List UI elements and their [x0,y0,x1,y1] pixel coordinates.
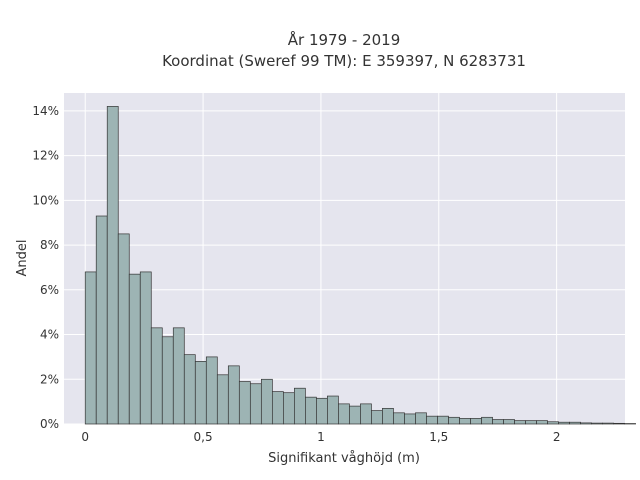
y-axis-ticks: 0% 2% 4% 6% 8% 10% 12% 14% [32,104,59,431]
x-tick-label-2: 1 [317,430,325,444]
y-tick-label-1: 2% [40,372,59,386]
y-tick-label-7: 14% [32,104,59,118]
histogram-bar-39 [514,420,526,425]
histogram-bar-44 [569,421,581,425]
histogram-bar-46 [591,422,603,425]
chart-title-line-2: Koordinat (Sweref 99 TM): E 359397, N 62… [162,52,526,70]
histogram-bar-13 [227,365,240,425]
histogram-bar-27 [382,407,394,425]
histogram-bar-7 [161,336,174,425]
histogram-bar-33 [448,416,460,425]
histogram-bar-0 [84,271,97,425]
histogram-bar-47 [602,422,614,425]
histogram-bar-9 [183,354,196,425]
histogram-bar-28 [393,412,405,425]
histogram-bar-45 [580,422,592,425]
histogram-bar-6 [150,327,163,425]
histogram-bar-10 [194,361,207,425]
histogram-bar-37 [492,419,504,425]
histogram-bar-15 [249,383,262,425]
histogram-bar-2 [106,106,119,425]
histogram-bar-18 [283,392,295,425]
histogram-bar-17 [271,391,284,425]
histogram-bar-3 [117,233,130,425]
histogram-bar-41 [536,420,548,425]
histogram-bar-21 [316,397,328,425]
x-axis-ticks: 0 0,5 1 1,5 2 [81,430,560,444]
x-tick-label-3: 1,5 [429,430,448,444]
histogram-bar-35 [470,418,482,425]
y-tick-label-3: 6% [40,283,59,297]
y-tick-label-5: 10% [32,193,59,207]
x-tick-label-4: 2 [553,430,561,444]
histogram-bar-24 [349,405,361,425]
histogram-bar-48 [613,422,625,425]
y-tick-label-6: 12% [32,149,59,163]
histogram-bar-22 [327,395,339,425]
histogram-bar-20 [305,396,317,425]
histogram-bar-26 [371,410,383,425]
histogram-bar-32 [437,415,449,425]
histogram-bar-23 [338,403,350,425]
histogram-bar-5 [139,271,152,425]
histogram-bar-40 [525,420,537,425]
y-axis-label: Andel [15,240,30,277]
histogram-bar-12 [216,374,229,425]
histogram-bar-30 [415,412,427,425]
histogram-bar-29 [404,413,416,425]
histogram-bar-38 [503,419,515,425]
histogram-bar-34 [459,418,471,425]
chart-title-line-1: År 1979 - 2019 [288,30,401,49]
histogram-bar-36 [481,416,493,425]
x-tick-label-1: 0,5 [194,430,213,444]
histogram-bar-1 [95,215,108,425]
histogram-bar-25 [360,403,372,425]
x-tick-label-0: 0 [81,430,89,444]
histogram-bar-31 [426,415,438,425]
histogram-bar-8 [172,327,185,425]
histogram-bar-16 [260,378,273,425]
histogram-bars [84,106,636,425]
x-axis-label: Signifikant våghöjd (m) [268,451,420,466]
histogram-bar-4 [128,273,141,425]
histogram-bar-14 [238,381,251,425]
histogram-bar-42 [547,421,559,425]
y-tick-label-0: 0% [40,417,59,431]
y-tick-label-2: 4% [40,328,59,342]
y-tick-label-4: 8% [40,238,59,252]
histogram-bar-11 [205,356,218,425]
histogram-bar-19 [294,387,306,425]
histogram-bar-43 [558,421,570,425]
